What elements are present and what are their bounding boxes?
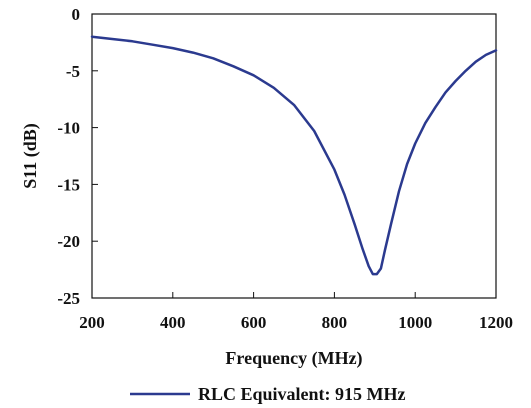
y-tick-label: 0 (72, 5, 81, 24)
plot-area: 200 400 600 800 1000 1200 0 -5 -10 -15 -20 -25 (57, 5, 513, 332)
y-tick-label: -15 (57, 175, 80, 194)
x-axis: 200 400 600 800 1000 1200 (79, 292, 513, 332)
y-tick-label: -20 (57, 232, 80, 251)
y-axis: 0 -5 -10 -15 -20 -25 (57, 5, 98, 308)
x-tick-label: 600 (241, 313, 267, 332)
x-tick-label: 400 (160, 313, 186, 332)
legend: RLC Equivalent: 915 MHz (130, 384, 406, 404)
y-tick-label: -5 (66, 62, 80, 81)
y-axis-title: S11 (dB) (20, 123, 41, 189)
x-tick-label: 1200 (479, 313, 513, 332)
x-tick-label: 800 (322, 313, 348, 332)
legend-label: RLC Equivalent: 915 MHz (198, 384, 406, 404)
x-axis-title: Frequency (MHz) (225, 348, 362, 369)
y-tick-label: -10 (57, 119, 80, 138)
plot-frame (91, 13, 497, 299)
x-tick-label: 1000 (398, 313, 432, 332)
y-tick-label: -25 (57, 289, 80, 308)
x-tick-label: 200 (79, 313, 105, 332)
series-line (90, 35, 498, 276)
